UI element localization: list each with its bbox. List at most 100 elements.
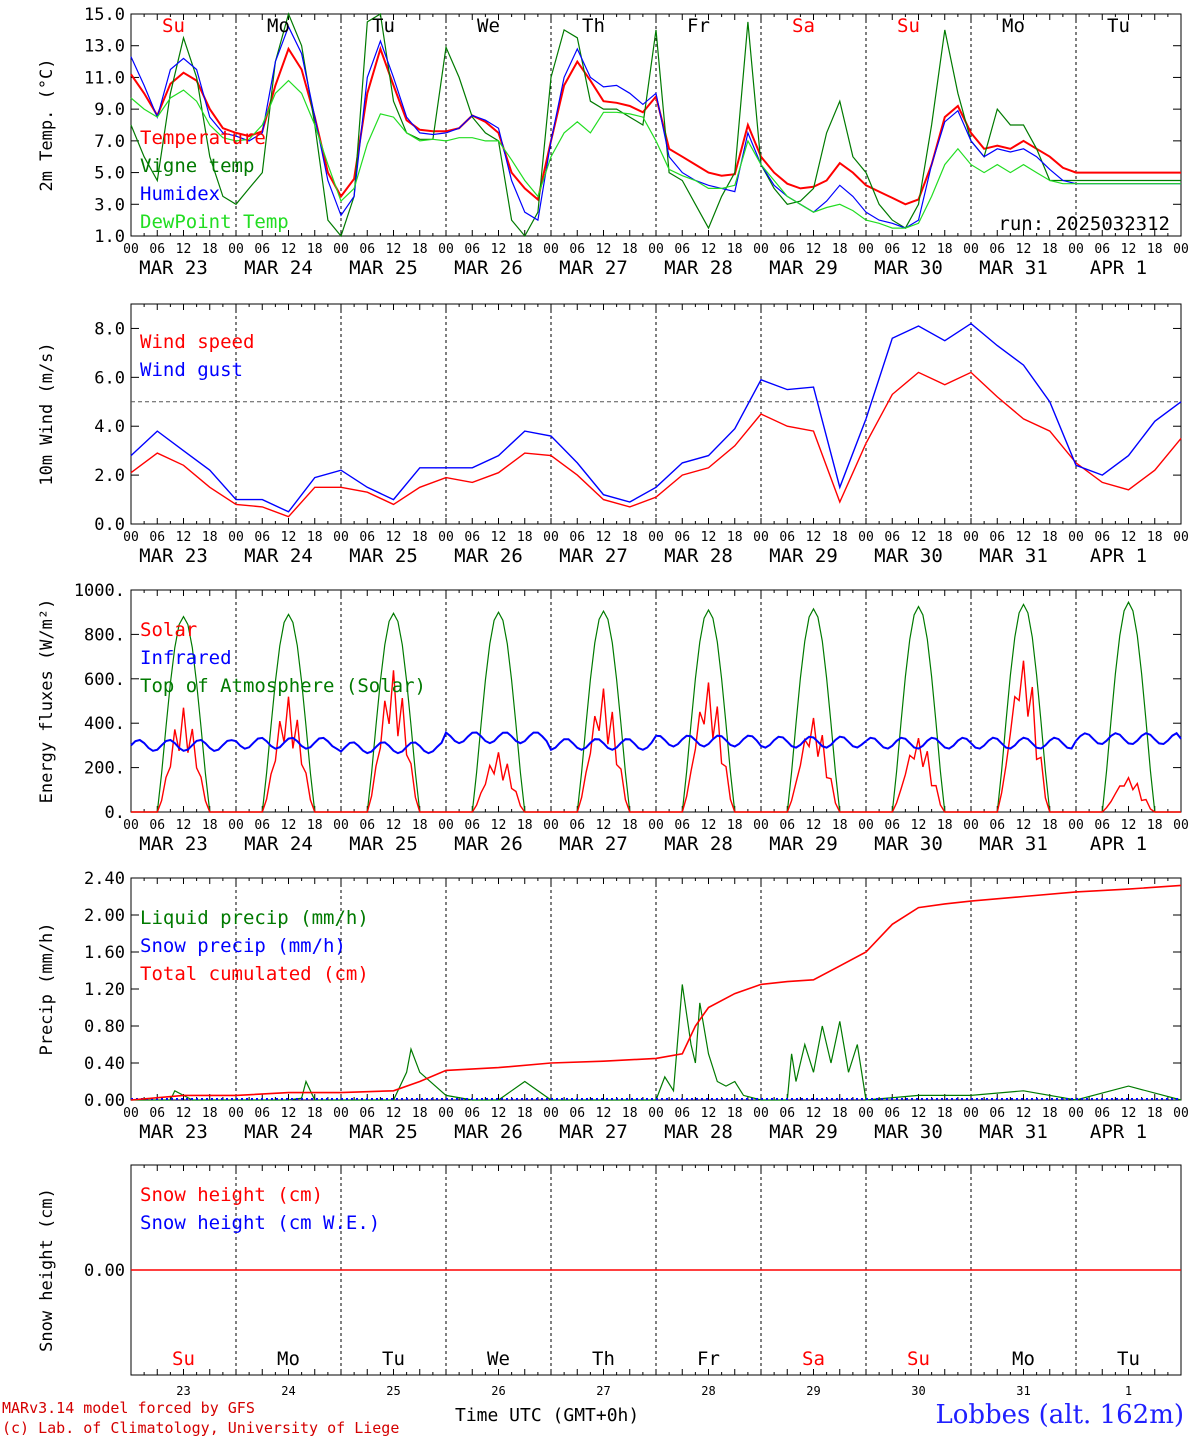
series-line-dewpoint-temp [130, 79, 1181, 229]
hour-tick-label: 00 [963, 1106, 979, 1121]
hour-tick-label: 18 [727, 1106, 743, 1121]
hour-tick-label: 12 [281, 530, 297, 545]
hour-tick-label: 00 [963, 242, 979, 257]
day-name: Th [582, 15, 605, 37]
legend-entry: Total cumulated (cm) [140, 963, 369, 985]
hour-tick-label: 00 [228, 1106, 244, 1121]
date-label: MAR 29 [769, 545, 838, 567]
date-label: MAR 23 [139, 833, 208, 855]
y-tick-label: 1.20 [84, 980, 125, 1000]
hour-tick-label: 00 [438, 242, 454, 257]
hour-tick-label: 06 [464, 1106, 480, 1121]
hour-tick-label: 06 [254, 1106, 270, 1121]
hour-tick-label: 18 [1147, 1106, 1163, 1121]
hour-tick-label: 06 [569, 818, 585, 833]
day-name: Tu [372, 15, 395, 37]
legend-entry: Snow precip (mm/h) [140, 935, 346, 957]
hour-tick-label: 12 [911, 1106, 927, 1121]
hour-tick-label: 00 [1173, 1106, 1189, 1121]
hour-tick-label: 06 [674, 242, 690, 257]
hour-tick-label: 06 [149, 242, 165, 257]
hour-tick-label: 00 [1068, 242, 1084, 257]
hour-tick-label: 00 [333, 530, 349, 545]
hour-tick-label: 00 [1173, 818, 1189, 833]
hour-tick-label: 18 [832, 1106, 848, 1121]
hour-tick-label: 00 [228, 242, 244, 257]
date-label: MAR 30 [874, 1121, 943, 1143]
hour-tick-label: 06 [884, 818, 900, 833]
date-label: MAR 29 [769, 833, 838, 855]
date-label: MAR 25 [349, 257, 418, 279]
hour-tick-label: 12 [596, 530, 612, 545]
hour-tick-label: 18 [1147, 818, 1163, 833]
hour-tick-label: 00 [1173, 530, 1189, 545]
y-tick-label: 0.40 [84, 1054, 125, 1074]
hour-tick-label: 18 [937, 242, 953, 257]
day-number: 29 [806, 1384, 820, 1398]
day-number: 27 [596, 1384, 610, 1398]
hour-tick-label: 06 [254, 242, 270, 257]
day-name: Sa [802, 1348, 825, 1370]
hour-tick-label: 00 [333, 1106, 349, 1121]
date-label: MAR 24 [244, 545, 313, 567]
hour-tick-label: 06 [569, 530, 585, 545]
hour-tick-label: 00 [753, 530, 769, 545]
day-name: Mo [277, 1348, 300, 1370]
hour-tick-label: 00 [543, 818, 559, 833]
hour-tick-label: 06 [1094, 1106, 1110, 1121]
y-tick-label: 2.00 [84, 906, 125, 926]
hour-tick-label: 00 [228, 530, 244, 545]
hour-tick-label: 06 [989, 530, 1005, 545]
legend-entry: Vigne temp [140, 155, 254, 177]
hour-tick-label: 18 [727, 530, 743, 545]
hour-tick-label: 06 [359, 1106, 375, 1121]
hour-tick-label: 18 [1042, 1106, 1058, 1121]
hour-tick-label: 00 [123, 242, 139, 257]
hour-tick-label: 06 [1094, 818, 1110, 833]
date-label: MAR 28 [664, 1121, 733, 1143]
date-label: MAR 26 [454, 257, 523, 279]
day-number: 30 [911, 1384, 925, 1398]
hour-tick-label: 12 [491, 1106, 507, 1121]
y-tick-label: 0.80 [84, 1017, 125, 1037]
hour-tick-label: 00 [753, 1106, 769, 1121]
hour-tick-label: 06 [989, 1106, 1005, 1121]
legend-entry: Temperature [140, 127, 266, 149]
hour-tick-label: 12 [806, 1106, 822, 1121]
hour-tick-label: 18 [1042, 242, 1058, 257]
y-tick-label: 6.0 [94, 368, 125, 388]
legend-entry: Liquid precip (mm/h) [140, 907, 369, 929]
hour-tick-label: 12 [596, 242, 612, 257]
hour-tick-label: 12 [386, 530, 402, 545]
hour-tick-label: 12 [1016, 818, 1032, 833]
hour-tick-label: 12 [911, 242, 927, 257]
y-tick-label: 4.0 [94, 417, 125, 437]
hour-tick-label: 12 [491, 530, 507, 545]
hour-tick-label: 18 [517, 1106, 533, 1121]
hour-tick-label: 18 [937, 1106, 953, 1121]
hour-tick-label: 12 [491, 818, 507, 833]
hour-tick-label: 12 [176, 1106, 192, 1121]
y-tick-label: 8.0 [94, 319, 125, 339]
hour-tick-label: 00 [753, 818, 769, 833]
hour-tick-label: 00 [858, 242, 874, 257]
hour-tick-label: 00 [858, 530, 874, 545]
date-label: APR 1 [1090, 833, 1147, 855]
hour-tick-label: 12 [176, 242, 192, 257]
y-tick-label: 7.0 [94, 132, 125, 152]
y-tick-label: 800. [84, 625, 125, 645]
hour-tick-label: 18 [937, 818, 953, 833]
hour-tick-label: 12 [1121, 242, 1137, 257]
day-name: Su [907, 1348, 930, 1370]
lab-credit: (c) Lab. of Climatology, University of L… [2, 1419, 400, 1437]
hour-tick-label: 18 [307, 818, 323, 833]
hour-tick-label: 00 [123, 818, 139, 833]
legend-entry: Wind gust [140, 359, 243, 381]
legend-entry: DewPoint Temp [140, 211, 289, 233]
legend-entry: Top of Atmosphere (Solar) [140, 675, 426, 697]
date-label: MAR 25 [349, 1121, 418, 1143]
date-label: MAR 26 [454, 545, 523, 567]
model-credit: MARv3.14 model forced by GFS [2, 1399, 255, 1417]
y-tick-label: 9.0 [94, 100, 125, 120]
hour-tick-label: 18 [412, 818, 428, 833]
